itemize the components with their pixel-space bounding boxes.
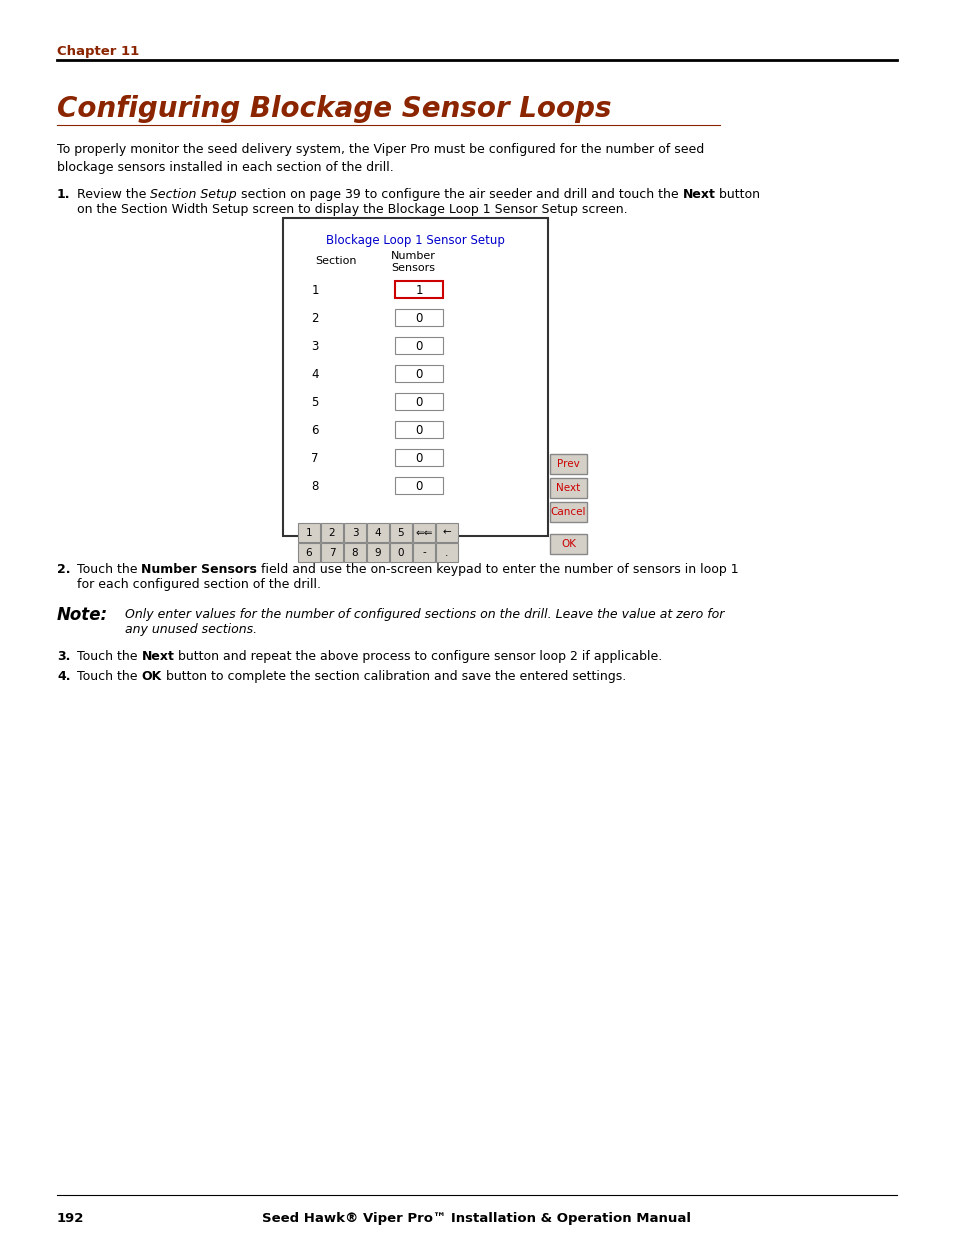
Text: 6: 6 [311,424,318,437]
Text: Number Sensors: Number Sensors [141,563,257,576]
Text: Seed Hawk® Viper Pro™ Installation & Operation Manual: Seed Hawk® Viper Pro™ Installation & Ope… [262,1212,691,1225]
Bar [395,393,442,410]
Text: Number
Sensors: Number Sensors [390,251,435,273]
Bar [436,522,457,542]
Bar [395,477,442,494]
Bar [395,337,442,354]
Text: 4.: 4. [57,671,71,683]
Text: 3: 3 [352,527,358,537]
Text: 2.: 2. [57,563,71,576]
Text: 0: 0 [415,452,422,466]
Text: 0: 0 [415,340,422,353]
Text: 8: 8 [311,480,318,493]
Text: Next: Next [141,650,174,663]
Text: Next: Next [556,483,580,493]
Text: 3: 3 [311,340,318,353]
Bar [550,478,586,498]
Text: 4: 4 [375,527,381,537]
Text: 2: 2 [329,527,335,537]
Text: 0: 0 [415,396,422,409]
Bar [395,309,442,326]
Text: -: - [421,547,425,557]
Text: 6: 6 [305,547,312,557]
Text: 0: 0 [397,547,404,557]
Text: Section: Section [314,256,356,266]
Text: Prev: Prev [557,459,579,469]
Text: 1: 1 [305,527,312,537]
Bar [395,421,442,438]
Bar [395,366,442,382]
Text: 9: 9 [375,547,381,557]
Text: button: button [715,188,760,201]
Text: 8: 8 [352,547,358,557]
Bar [283,219,547,536]
Text: Only enter values for the number of configured sections on the drill. Leave the : Only enter values for the number of conf… [125,608,723,621]
Bar [550,454,586,474]
Text: section on page 39 to configure the air seeder and drill and touch the: section on page 39 to configure the air … [236,188,682,201]
Bar [344,522,366,542]
Bar [390,522,412,542]
Text: 0: 0 [415,368,422,382]
Text: OK: OK [560,538,576,550]
Text: Section Setup: Section Setup [151,188,236,201]
Text: 5: 5 [397,527,404,537]
Text: OK: OK [141,671,162,683]
Text: Configuring Blockage Sensor Loops: Configuring Blockage Sensor Loops [57,95,611,124]
Bar [436,543,457,562]
Bar [344,543,366,562]
Text: button to complete the section calibration and save the entered settings.: button to complete the section calibrati… [162,671,625,683]
Text: 1.: 1. [57,188,71,201]
Text: 0: 0 [415,312,422,325]
Bar [395,450,442,466]
Text: 4: 4 [311,368,318,382]
Text: .: . [445,547,448,557]
Text: Next: Next [682,188,715,201]
Bar [395,282,442,298]
Text: Note:: Note: [57,606,108,624]
Text: Review the: Review the [77,188,151,201]
Text: Touch the: Touch the [77,671,141,683]
Bar [297,543,319,562]
Bar [367,522,389,542]
Text: button and repeat the above process to configure sensor loop 2 if applicable.: button and repeat the above process to c… [174,650,662,663]
Text: 1: 1 [415,284,422,296]
Text: for each configured section of the drill.: for each configured section of the drill… [77,578,320,592]
Text: 3.: 3. [57,650,71,663]
Text: Touch the: Touch the [77,563,141,576]
Text: 2: 2 [311,312,318,325]
Text: ←: ← [442,527,451,537]
Text: 1: 1 [311,284,318,296]
Bar [550,501,586,522]
Text: ⇐⇐: ⇐⇐ [415,527,433,537]
Text: any unused sections.: any unused sections. [125,622,257,636]
Text: 7: 7 [329,547,335,557]
Bar [413,522,435,542]
Text: 5: 5 [311,396,318,409]
Text: Blockage Loop 1 Sensor Setup: Blockage Loop 1 Sensor Setup [326,233,504,247]
Text: 192: 192 [57,1212,84,1225]
Bar [320,543,343,562]
Text: Chapter 11: Chapter 11 [57,44,139,58]
Text: 0: 0 [415,424,422,437]
Text: Touch the: Touch the [77,650,141,663]
Bar [367,543,389,562]
Text: 0: 0 [415,480,422,493]
Bar [320,522,343,542]
Text: To properly monitor the seed delivery system, the Viper Pro must be configured f: To properly monitor the seed delivery sy… [57,143,703,174]
Text: 7: 7 [311,452,318,466]
Text: field and use the on-screen keypad to enter the number of sensors in loop 1: field and use the on-screen keypad to en… [257,563,739,576]
Bar [550,534,586,555]
Text: on the Section Width Setup screen to display the Blockage Loop 1 Sensor Setup sc: on the Section Width Setup screen to dis… [77,203,627,216]
Bar [297,522,319,542]
Bar [413,543,435,562]
Text: Cancel: Cancel [550,508,586,517]
Bar [390,543,412,562]
